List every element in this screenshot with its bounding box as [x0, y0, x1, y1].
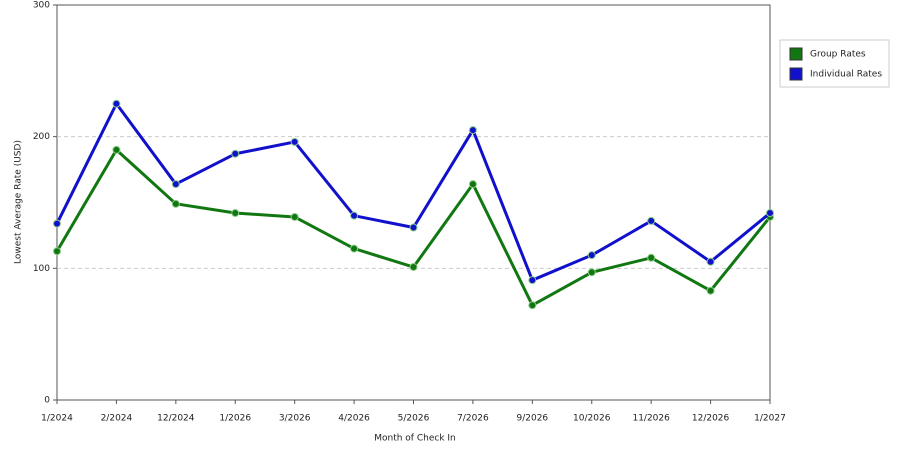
x-tick-label: 1/2026: [219, 414, 251, 424]
y-tick-label: 0: [44, 396, 50, 406]
y-axis-title: Lowest Average Rate (USD): [14, 140, 24, 264]
point: [350, 211, 359, 220]
y-tick-label: 100: [33, 264, 50, 274]
y-tick-label: 200: [33, 132, 50, 142]
point: [350, 244, 359, 253]
point: [647, 253, 656, 262]
point: [409, 263, 418, 272]
point: [112, 145, 121, 154]
x-tick-label: 9/2026: [516, 414, 548, 424]
point: [409, 223, 418, 232]
point: [587, 251, 596, 260]
y-tick-label: 300: [33, 1, 50, 11]
legend-swatch: [789, 67, 803, 81]
point: [112, 99, 121, 108]
plot-frame: [56, 4, 771, 401]
legend-label: Individual Rates: [810, 70, 882, 80]
point: [53, 219, 61, 228]
point: [231, 149, 240, 158]
point: [706, 286, 715, 295]
x-tick-label: 4/2026: [338, 414, 370, 424]
point: [528, 276, 537, 285]
x-tick-label: 5/2026: [398, 414, 430, 424]
point: [468, 126, 477, 135]
point: [171, 180, 180, 189]
x-tick-label: 10/2026: [573, 414, 611, 424]
x-tick-label: 11/2026: [632, 414, 670, 424]
point: [231, 209, 240, 218]
x-tick-label: 1/2024: [41, 414, 73, 424]
x-tick-label: 7/2026: [457, 414, 489, 424]
x-tick-label: 2/2024: [101, 414, 133, 424]
point: [290, 137, 299, 146]
point: [53, 247, 61, 256]
point: [706, 257, 715, 266]
x-tick-label: 12/2024: [157, 414, 195, 424]
point: [171, 199, 180, 208]
x-tick-label: 12/2026: [692, 414, 730, 424]
point: [766, 209, 774, 218]
legend-swatch: [789, 47, 803, 61]
point: [587, 268, 596, 277]
point: [468, 180, 477, 189]
legend-label: Group Rates: [810, 50, 866, 60]
point: [290, 212, 299, 221]
point: [647, 216, 656, 225]
x-axis-title: Month of Check In: [374, 434, 456, 444]
point: [528, 301, 537, 310]
x-tick-label: 1/2027: [754, 414, 786, 424]
x-tick-label: 3/2026: [279, 414, 311, 424]
